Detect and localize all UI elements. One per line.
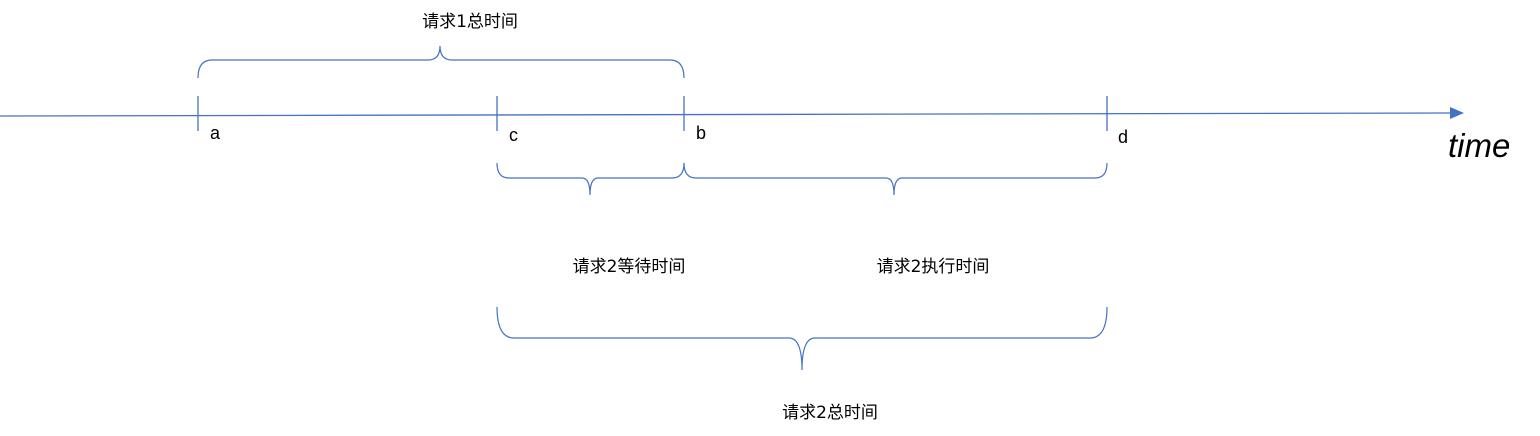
point-label-a: a <box>210 123 221 143</box>
brace-request2-total <box>496 306 1108 371</box>
label-request2-total: 请求2总时间 <box>782 403 878 423</box>
label-request2-wait: 请求2等待时间 <box>573 257 686 277</box>
point-label-b: b <box>696 123 706 143</box>
label-request2-exec: 请求2执行时间 <box>877 257 990 277</box>
label-request1-total: 请求1总时间 <box>422 12 518 32</box>
arrowhead-icon <box>1450 107 1464 119</box>
point-label-d: d <box>1118 127 1128 147</box>
point-label-c: c <box>509 125 518 145</box>
axis-title: time <box>1448 127 1510 164</box>
brace-request1-total <box>197 45 685 79</box>
brace-request2-wait <box>496 162 685 196</box>
brace-request2-exec <box>683 162 1108 196</box>
time-axis-line <box>0 112 1451 117</box>
